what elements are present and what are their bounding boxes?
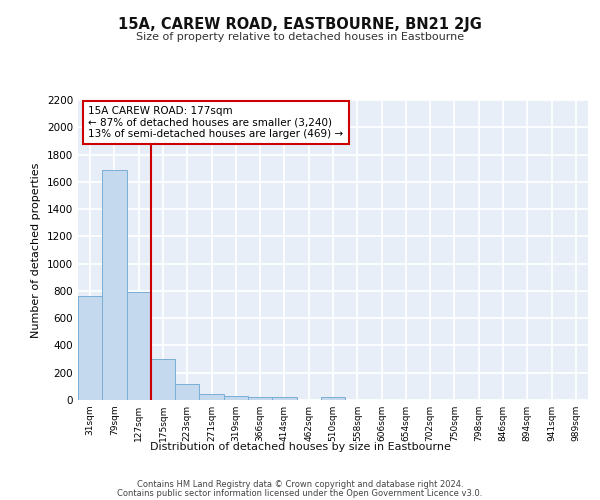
Bar [127, 292, 151, 400]
Bar [102, 170, 127, 400]
Text: Distribution of detached houses by size in Eastbourne: Distribution of detached houses by size … [149, 442, 451, 452]
Bar [78, 296, 102, 400]
Bar [199, 394, 224, 400]
Bar [248, 398, 272, 400]
Text: 15A, CAREW ROAD, EASTBOURNE, BN21 2JG: 15A, CAREW ROAD, EASTBOURNE, BN21 2JG [118, 18, 482, 32]
Bar [151, 359, 175, 400]
Text: Contains public sector information licensed under the Open Government Licence v3: Contains public sector information licen… [118, 489, 482, 498]
Bar [224, 396, 248, 400]
Text: Size of property relative to detached houses in Eastbourne: Size of property relative to detached ho… [136, 32, 464, 42]
Bar [321, 398, 345, 400]
Bar [175, 384, 199, 400]
Text: Contains HM Land Registry data © Crown copyright and database right 2024.: Contains HM Land Registry data © Crown c… [137, 480, 463, 489]
Y-axis label: Number of detached properties: Number of detached properties [31, 162, 41, 338]
Bar [272, 398, 296, 400]
Text: 15A CAREW ROAD: 177sqm
← 87% of detached houses are smaller (3,240)
13% of semi-: 15A CAREW ROAD: 177sqm ← 87% of detached… [88, 106, 343, 139]
